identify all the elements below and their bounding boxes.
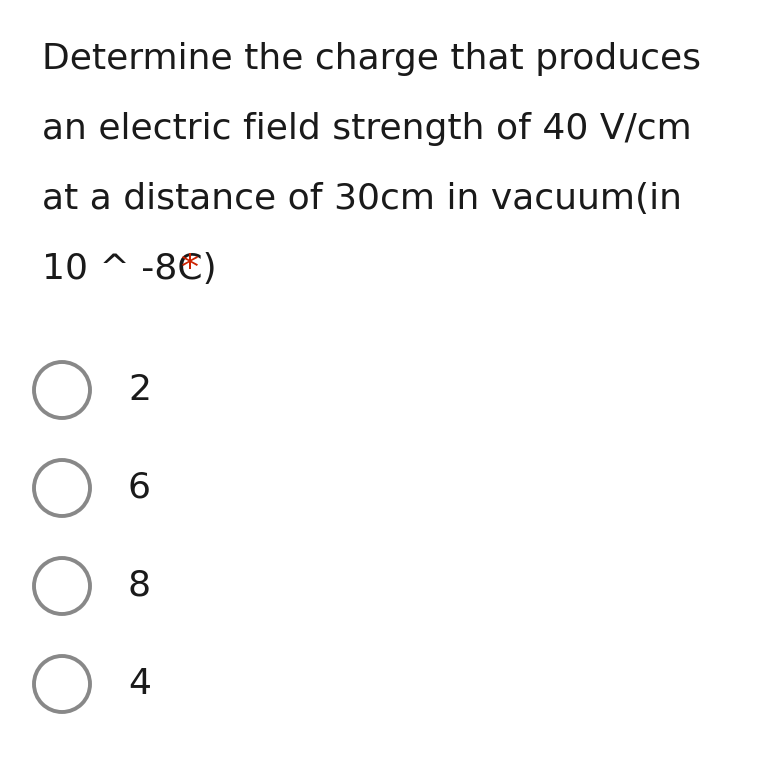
Text: 2: 2 <box>128 373 151 407</box>
Text: 10 ^ -8C): 10 ^ -8C) <box>42 252 217 286</box>
Text: 4: 4 <box>128 667 151 701</box>
Text: 8: 8 <box>128 569 151 603</box>
Text: 6: 6 <box>128 471 151 505</box>
Text: at a distance of 30cm in vacuum(in: at a distance of 30cm in vacuum(in <box>42 182 682 216</box>
Text: *: * <box>181 252 198 286</box>
Text: Determine the charge that produces: Determine the charge that produces <box>42 42 701 76</box>
Text: an electric field strength of 40 V/cm: an electric field strength of 40 V/cm <box>42 112 692 146</box>
